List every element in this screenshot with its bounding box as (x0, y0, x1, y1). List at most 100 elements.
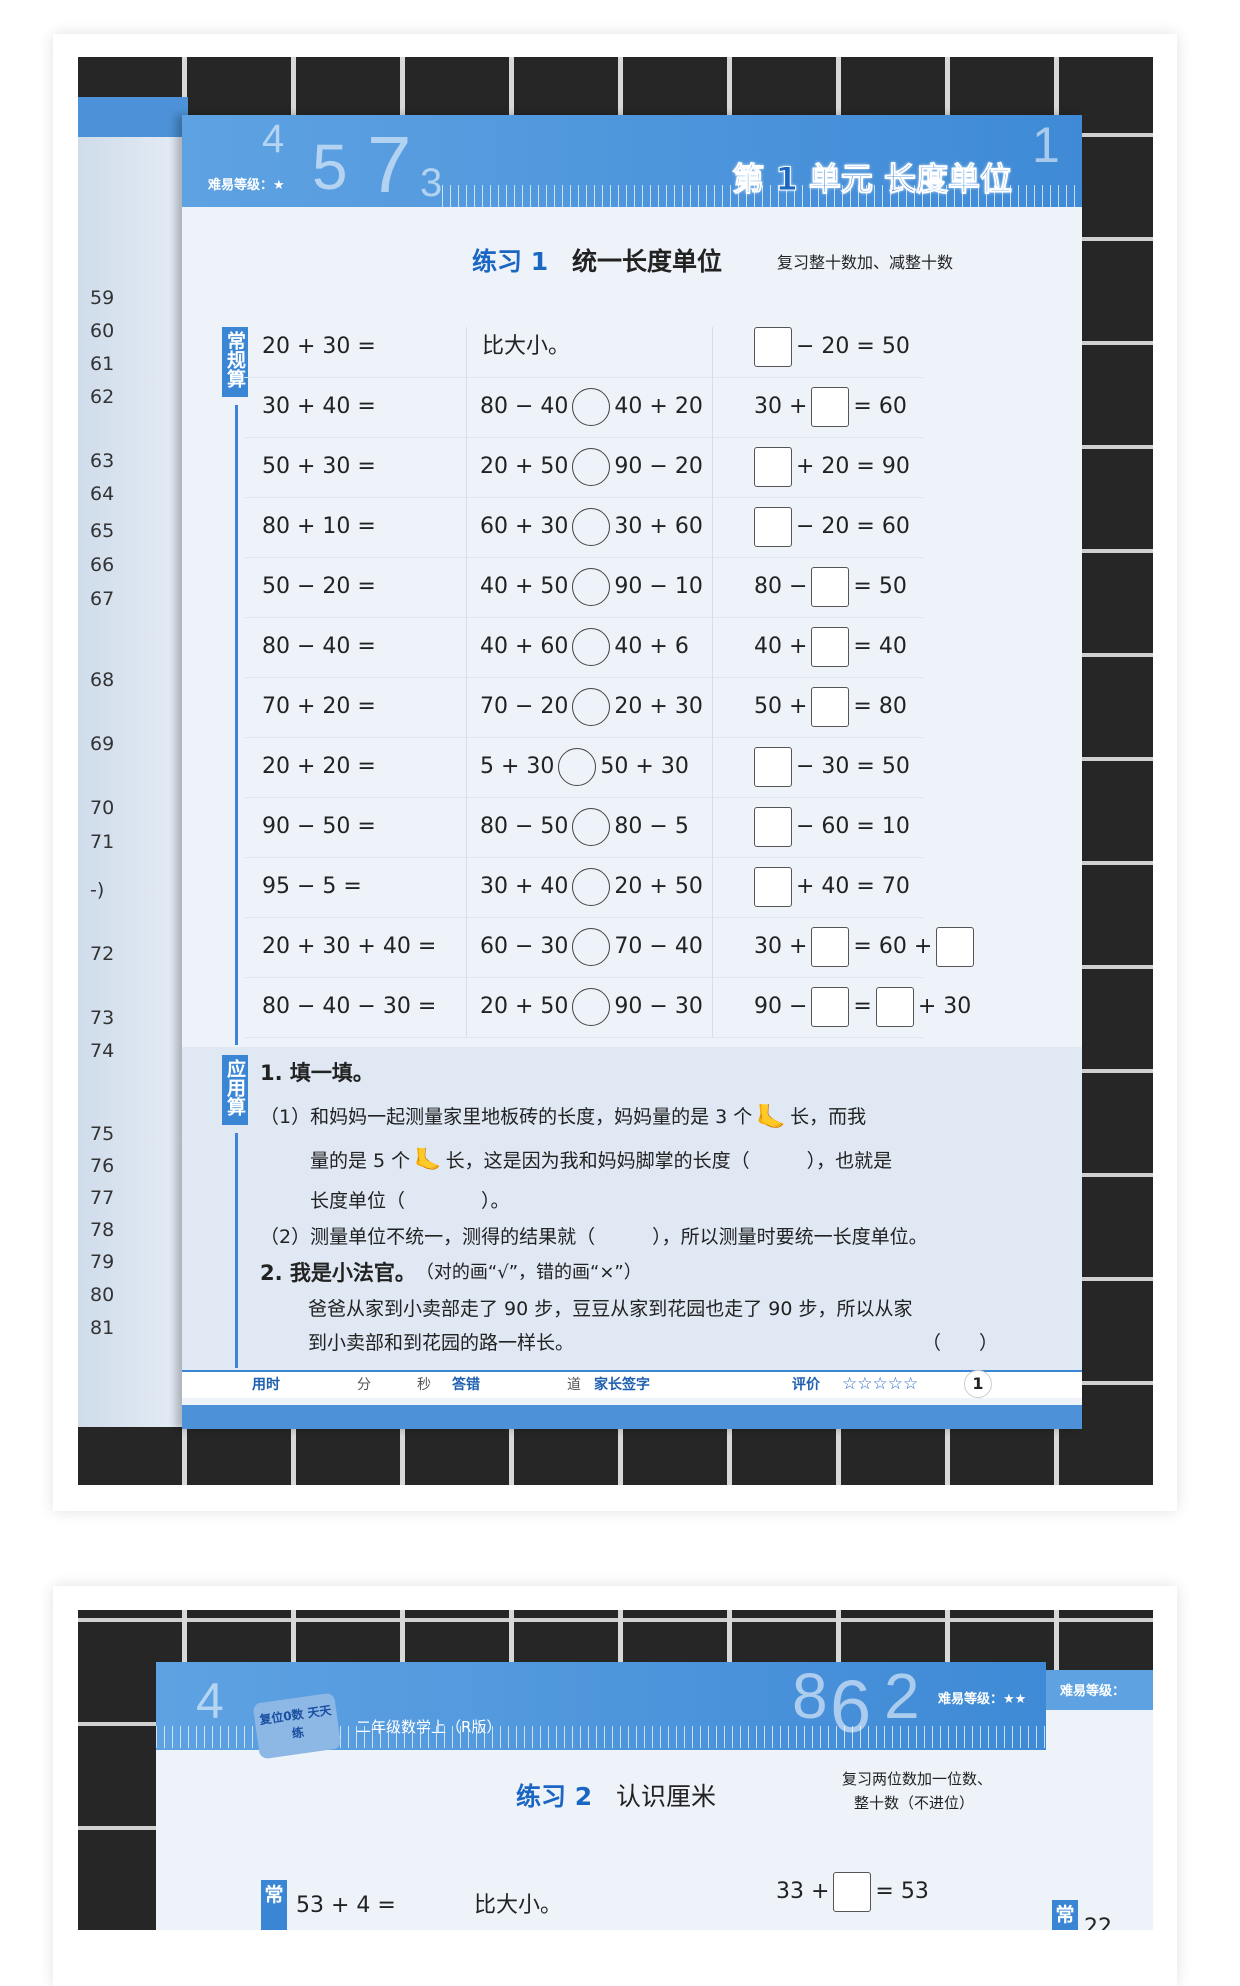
fill-box-item: 40 + = 40 (754, 627, 907, 667)
answer-box[interactable] (833, 1872, 872, 1912)
section-tag-applied: 应用算 (222, 1055, 248, 1125)
expr-right: 30 + 60 (614, 514, 703, 539)
answer-box[interactable] (875, 987, 914, 1027)
book-photo-1: 59 60 61 62 63 64 65 66 67 68 69 70 71 -) 72 73 74 75 76 77… (78, 57, 1153, 1485)
calc-item-col1: 70 + 20 = (262, 694, 376, 719)
row-divider (244, 737, 924, 738)
calc-item-col1: 30 + 40 = (262, 394, 376, 419)
expr-text: = (853, 994, 872, 1019)
expr-left: 80 − 40 (480, 394, 569, 419)
exercise-number: 练习 2 (516, 1782, 593, 1811)
calc-item-col1: 20 + 30 = (262, 334, 376, 359)
margin-number: 61 (90, 353, 115, 375)
answer-box[interactable] (811, 987, 850, 1027)
footer-count: 道 (567, 1377, 581, 1393)
row-divider (244, 1037, 924, 1038)
footer-parent-sign: 家长签字 (594, 1377, 650, 1393)
margin-number: 78 (90, 1219, 115, 1241)
expr-text: 30 + (754, 934, 808, 959)
answer-box[interactable] (754, 747, 792, 787)
expr-text: − 20 = 60 (796, 514, 910, 539)
expr-text: − 30 = 50 (796, 754, 910, 779)
expr-text: 30 + (754, 394, 808, 419)
compare-circle[interactable] (572, 568, 611, 606)
margin-number: -) (90, 879, 105, 901)
footer-minutes: 分 (357, 1377, 371, 1393)
margin-number: 69 (90, 733, 115, 755)
compare-circle[interactable] (572, 988, 611, 1026)
answer-box[interactable] (811, 927, 850, 967)
compare-circle[interactable] (558, 748, 597, 786)
compare-item: 5 + 30 50 + 30 (480, 747, 689, 787)
compare-item: 70 − 20 20 + 30 (480, 687, 703, 727)
compare-circle[interactable] (572, 388, 611, 426)
row-divider (244, 977, 924, 978)
compare-item: 30 + 40 20 + 50 (480, 867, 703, 907)
expr-text: + 20 = 90 (796, 454, 910, 479)
answer-box[interactable] (936, 927, 975, 967)
answer-box[interactable] (811, 687, 850, 727)
question-1-part-1: 量的是 5 个 (310, 1150, 411, 1172)
expr-text: = 50 (853, 574, 907, 599)
deco-number: 4 (196, 1673, 224, 1729)
expr-left: 80 − 50 (480, 814, 569, 839)
row-divider (244, 677, 924, 678)
compare-circle[interactable] (572, 628, 611, 666)
row-divider (244, 377, 924, 378)
fill-box-item: 30 + = 60 + (754, 927, 975, 967)
header-band: 4 5 7 3 1 难易等级：★ 第 1 单元 长度单位 (182, 115, 1082, 207)
section-label: 常规算 (224, 331, 246, 388)
answer-box[interactable] (754, 867, 792, 907)
section-tag: 常 (261, 1880, 287, 1930)
compare-circle[interactable] (572, 808, 611, 846)
section-label: 常 (264, 1884, 284, 1906)
question-1-part-1: 长度单位（ ）。 (310, 1190, 510, 1212)
expr-text: 33 + (776, 1879, 830, 1904)
expr-left: 40 + 50 (480, 574, 569, 599)
difficulty-label: 难易等级：★ (208, 178, 285, 193)
workbook-page-2: 4 8 6 2 难易等级：★★ 复位0数 天天练 二年级数学上（R版） 练习 2… (156, 1662, 1046, 1930)
question-2-answer-line: （ ） (922, 1329, 998, 1357)
ruler-decoration (442, 185, 1082, 207)
compare-circle[interactable] (572, 928, 611, 966)
expr-right: 90 − 20 (614, 454, 703, 479)
question-2-answer[interactable]: （ ） (922, 1332, 999, 1354)
answer-box[interactable] (754, 447, 792, 487)
question-1-title: 1. 填一填。 (260, 1061, 374, 1085)
answer-box[interactable] (811, 387, 850, 427)
answer-box[interactable] (811, 627, 850, 667)
answer-box[interactable] (754, 507, 792, 547)
row-divider (244, 497, 924, 498)
answer-box[interactable] (754, 807, 792, 847)
calc-item-col1: 50 − 20 = (262, 574, 376, 599)
compare-circle[interactable] (572, 688, 611, 726)
expr-text: 40 + (754, 634, 808, 659)
expr-text: = 53 (875, 1879, 929, 1904)
answer-box[interactable] (811, 567, 850, 607)
section-line (235, 405, 238, 1045)
compare-item: 60 + 30 30 + 60 (480, 507, 703, 547)
expr-right: 90 − 30 (614, 994, 703, 1019)
expr-right: 90 − 10 (614, 574, 703, 599)
expr-text: = 40 (853, 634, 907, 659)
compare-circle[interactable] (572, 868, 611, 906)
expr-text: − 20 = 50 (796, 334, 910, 359)
margin-number: 71 (90, 831, 115, 853)
margin-number: 68 (90, 669, 115, 691)
expr-text: = 60 (853, 394, 907, 419)
compare-item: 20 + 50 90 − 20 (480, 447, 703, 487)
compare-circle[interactable] (572, 448, 611, 486)
deco-number: 4 (262, 117, 285, 161)
question-1-line: 1. 填一填。 (260, 1059, 374, 1087)
margin-number: 59 (90, 287, 115, 309)
fill-box-item: 50 + = 80 (754, 687, 907, 727)
expr-text: = 80 (853, 694, 907, 719)
answer-box[interactable] (754, 327, 792, 367)
fill-box-item: − 20 = 50 (754, 327, 910, 367)
rating-stars[interactable]: ☆☆☆☆☆ (842, 1374, 919, 1394)
margin-number: 77 (90, 1187, 115, 1209)
question-2-hint: （对的画“√”，错的画“×”） (415, 1262, 642, 1283)
expr-text: = 60 + (853, 934, 933, 959)
compare-circle[interactable] (572, 508, 611, 546)
row-divider (244, 437, 924, 438)
